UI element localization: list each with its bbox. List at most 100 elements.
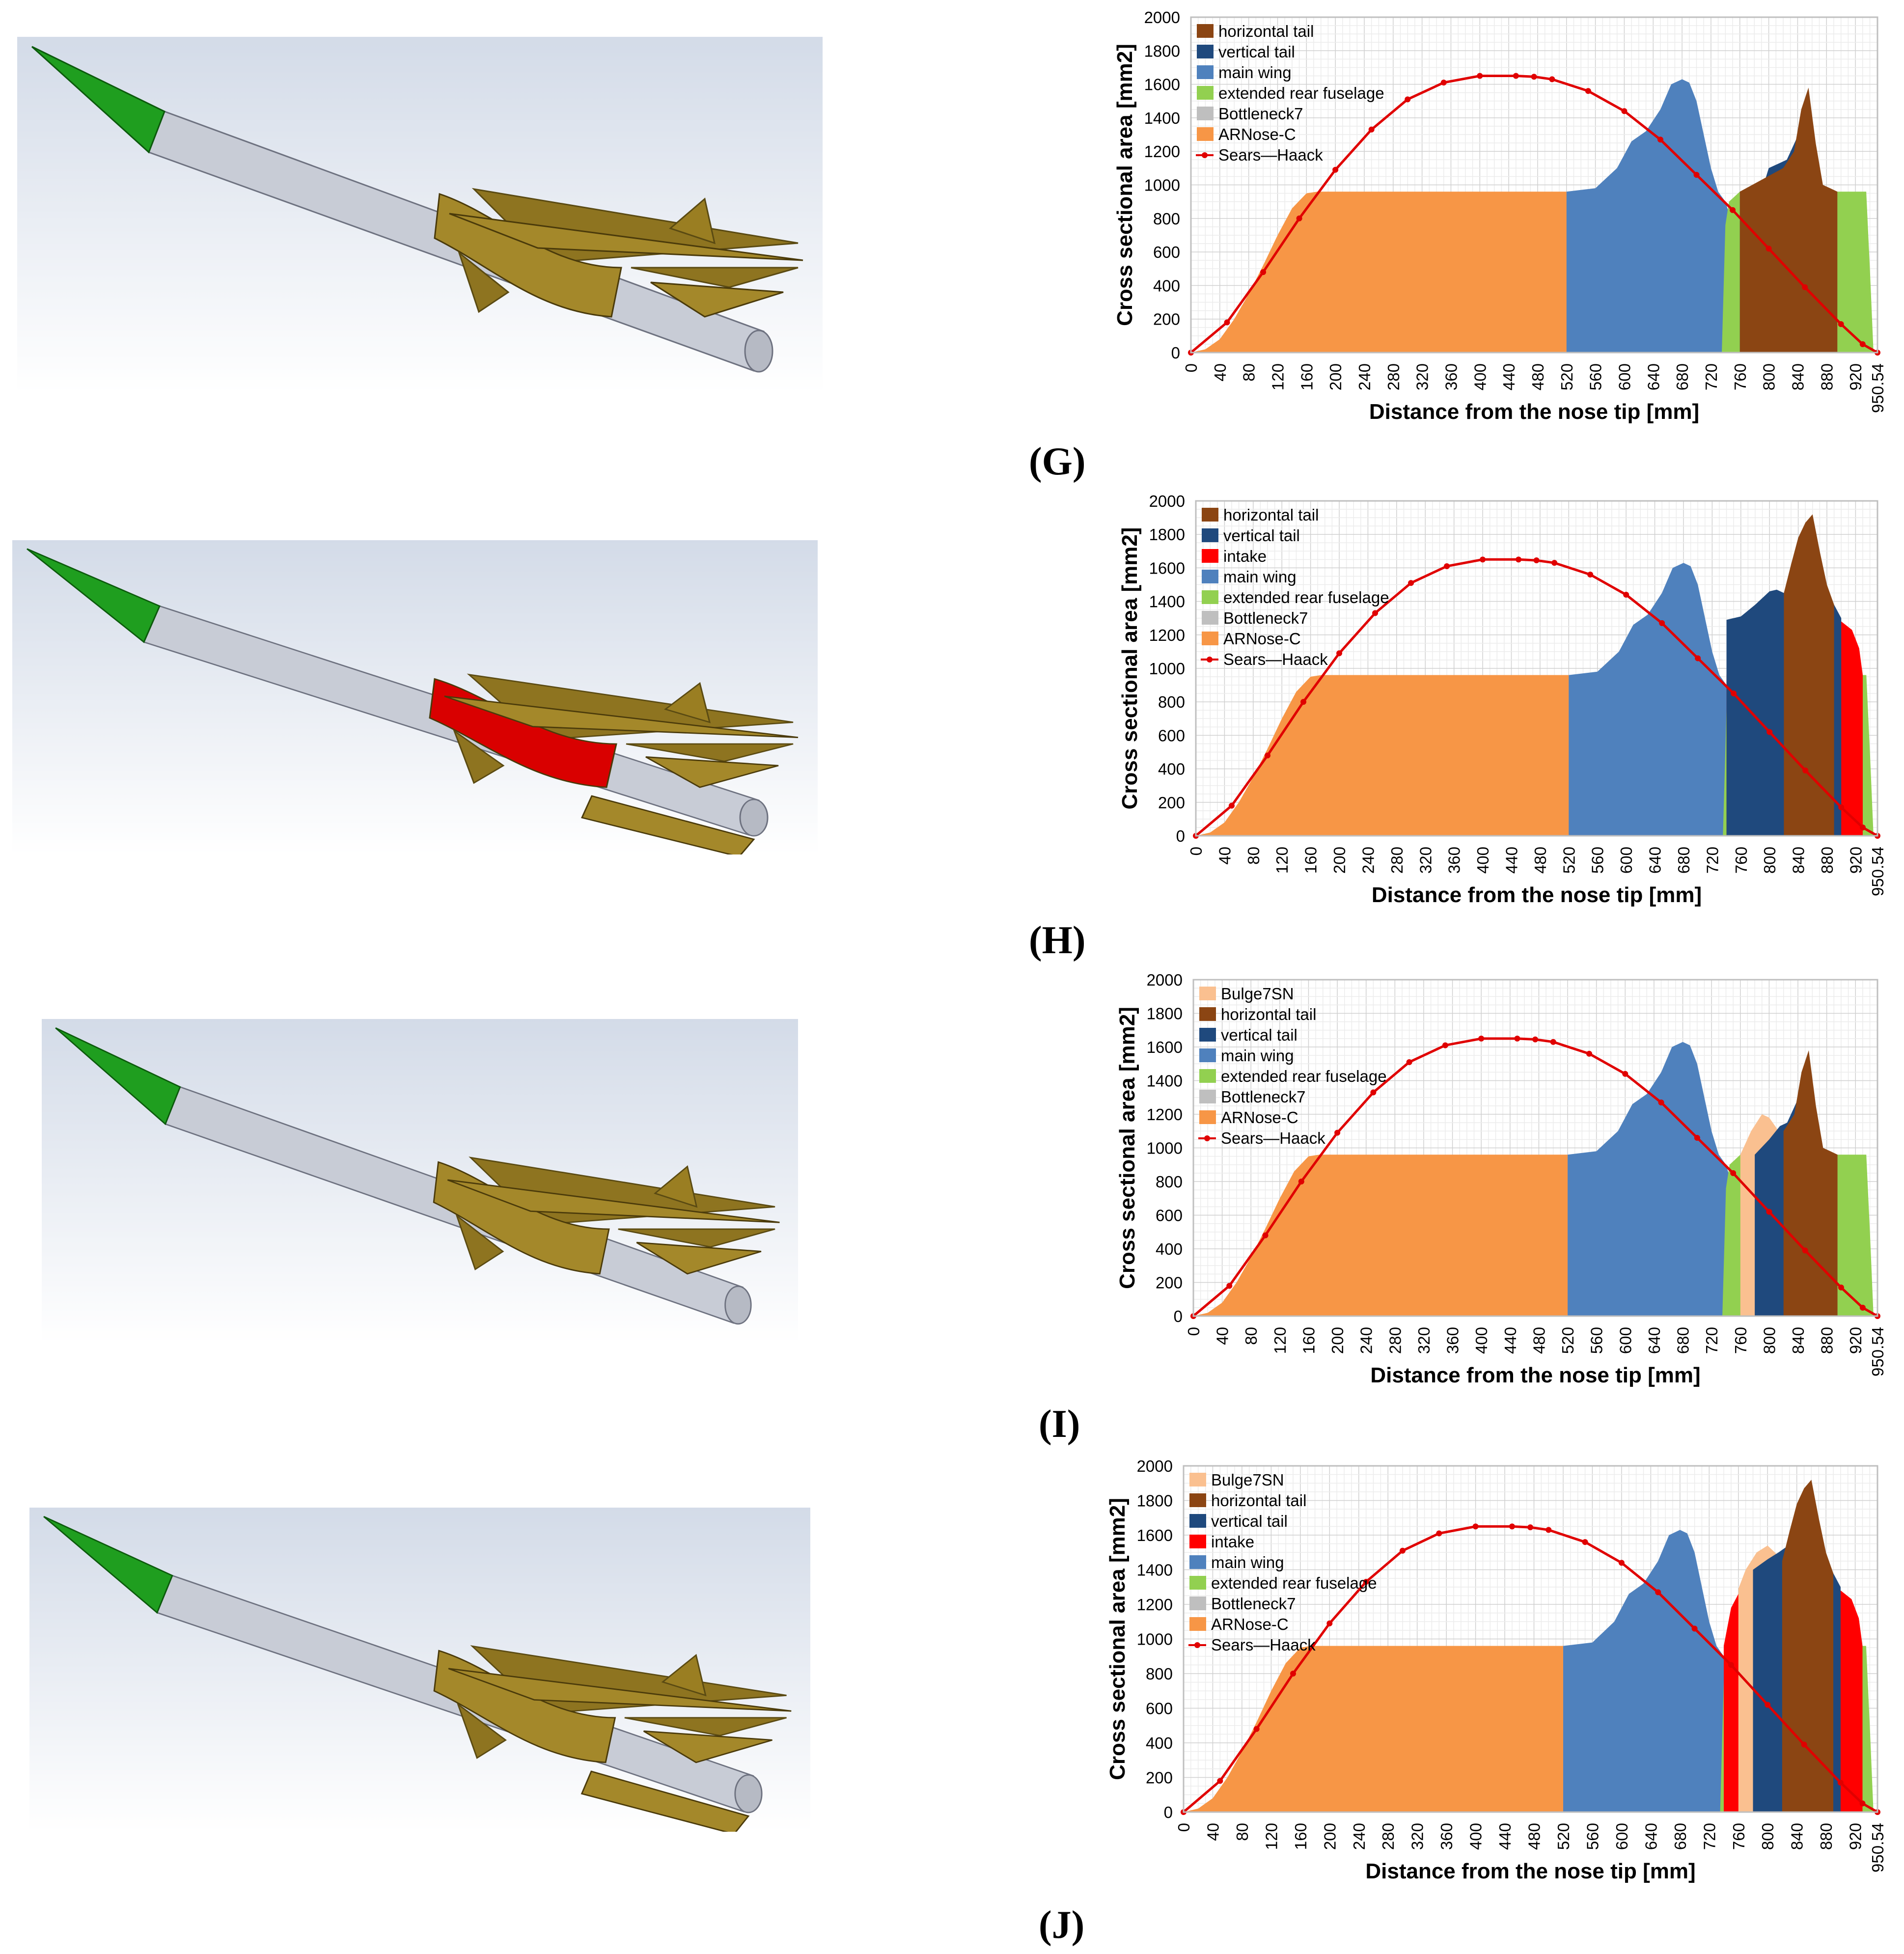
x-tick-label: 120 <box>1273 847 1291 874</box>
legend-label: extended rear fuselage <box>1223 588 1389 606</box>
y-tick-label: 400 <box>1156 1240 1183 1258</box>
y-tick-label: 1800 <box>1149 525 1185 544</box>
x-axis-label: Distance from the nose tip [mm] <box>1370 1363 1700 1387</box>
marker-sears-haack <box>1802 1247 1808 1254</box>
area-arnose-c <box>1184 1646 1571 1812</box>
marker-sears-haack <box>1551 560 1558 566</box>
x-tick-label: 880 <box>1818 363 1836 390</box>
legend-label: Bottleneck7 <box>1221 1088 1305 1106</box>
y-tick-label: 1800 <box>1137 1492 1173 1510</box>
marker-sears-haack <box>1531 74 1537 80</box>
y-tick-label: 1200 <box>1149 626 1185 644</box>
legend-label: ARNose-C <box>1223 630 1301 648</box>
x-tick-label: 560 <box>1588 1327 1606 1354</box>
legend-label: horizontal tail <box>1218 22 1314 40</box>
marker-sears-haack <box>1765 1702 1771 1708</box>
y-tick-label: 0 <box>1171 344 1180 362</box>
legend-swatch-horizontal-tail <box>1199 1007 1216 1021</box>
vertical-tail-fin <box>664 682 711 723</box>
y-tick-label: 200 <box>1153 310 1180 329</box>
x-tick-label: 840 <box>1788 1823 1806 1850</box>
chart-g: 0 200 400 600 800 1000 1200 1400 1600 1800 2000 0 40… <box>1113 8 1887 424</box>
legend-label: Sears—Haack <box>1218 146 1323 164</box>
legend-label: horizontal tail <box>1211 1491 1306 1510</box>
y-tick-label: 1400 <box>1149 593 1185 611</box>
vertical-tail-fin <box>654 1165 698 1208</box>
horizontal-tail-far <box>624 1717 787 1736</box>
area-arnose-c <box>1193 1155 1575 1316</box>
x-tick-label: 520 <box>1554 1823 1573 1850</box>
marker-sears-haack <box>1766 1209 1772 1215</box>
y-tick-label: 600 <box>1158 726 1185 744</box>
chart-j: 0 200 400 600 800 1000 1200 1400 1600 1800 2000 0 40… <box>1105 1457 1887 1883</box>
marker-sears-haack <box>1859 341 1866 347</box>
legend-swatch-bottleneck7 <box>1189 1596 1206 1610</box>
legend-swatch-extended-rear-fuselage <box>1199 1069 1216 1083</box>
y-tick-label: 400 <box>1153 276 1180 295</box>
panel-letter-j: (J) <box>1039 1903 1085 1947</box>
nose-cone <box>26 548 161 643</box>
x-tick-label: 680 <box>1675 847 1693 874</box>
y-tick-label: 1000 <box>1137 1630 1173 1649</box>
marker-sears-haack <box>1766 729 1773 735</box>
area-arnose-c <box>1196 675 1576 836</box>
y-tick-label: 200 <box>1146 1769 1173 1787</box>
x-tick-label: 240 <box>1357 1327 1376 1354</box>
y-tick-label: 600 <box>1153 243 1180 261</box>
legend-swatch-horizontal-tail <box>1197 24 1214 38</box>
marker-sears-haack <box>1621 108 1628 114</box>
marker-sears-haack <box>1265 752 1271 759</box>
vertical-tail-fin <box>661 1653 707 1697</box>
x-tick-label: 480 <box>1530 1327 1548 1354</box>
x-tick-label: 760 <box>1732 847 1750 874</box>
x-tick-label: 920 <box>1847 847 1865 874</box>
line-sears-haack <box>1192 1037 1878 1318</box>
marker-sears-haack <box>1226 1283 1233 1289</box>
marker-sears-haack <box>1549 76 1555 83</box>
legend-swatch-horizontal-tail <box>1189 1493 1206 1507</box>
marker-sears-haack <box>1802 768 1809 774</box>
y-tick-label: 1200 <box>1137 1596 1173 1614</box>
x-tick-label: 440 <box>1496 1823 1514 1850</box>
y-tick-label: 400 <box>1158 760 1185 778</box>
y-tick-label: 1800 <box>1144 42 1180 60</box>
x-tick-label: 360 <box>1442 363 1460 390</box>
marker-sears-haack <box>1623 591 1629 598</box>
legend-marker-sears-haack <box>1202 152 1208 158</box>
marker-sears-haack <box>1229 802 1235 809</box>
ventral-fin <box>455 1213 504 1270</box>
area-horizontal-tail <box>1739 87 1838 353</box>
marker-sears-haack <box>1513 73 1519 79</box>
x-tick-label: 560 <box>1583 1823 1601 1850</box>
marker-sears-haack <box>1477 73 1483 79</box>
missile <box>26 548 799 854</box>
marker-sears-haack <box>1514 1035 1520 1042</box>
legend-label: main wing <box>1218 63 1292 82</box>
x-tick-label: 320 <box>1413 363 1432 390</box>
legend-swatch-extended-rear-fuselage <box>1202 590 1218 604</box>
legend-label: vertical tail <box>1211 1512 1288 1530</box>
legend-swatch-vertical-tail <box>1189 1514 1206 1528</box>
area-horizontal-tail <box>1783 1050 1838 1316</box>
plot-border <box>1183 1465 1878 1813</box>
x-tick-label: 480 <box>1531 847 1549 874</box>
legend-swatch-main-wing <box>1199 1048 1216 1062</box>
y-tick-label: 0 <box>1176 827 1185 845</box>
x-tick-label: 720 <box>1703 1327 1721 1354</box>
legend-swatch-intake <box>1189 1535 1206 1548</box>
legend-swatch-arnose-c <box>1202 632 1218 645</box>
marker-sears-haack <box>1860 824 1866 830</box>
marker-sears-haack <box>1659 620 1665 626</box>
x-tick-label: 360 <box>1444 1327 1462 1354</box>
legend-label: main wing <box>1223 568 1297 586</box>
area-horizontal-tail <box>1784 514 1834 836</box>
area-main-wing <box>1568 1042 1734 1316</box>
x-tick-label: 600 <box>1617 847 1635 874</box>
x-tick-label: 950.54 <box>1869 1327 1887 1376</box>
legend-marker-sears-haack <box>1194 1642 1200 1648</box>
marker-sears-haack <box>1370 1089 1377 1096</box>
marker-sears-haack <box>1253 1726 1260 1732</box>
x-tick-label: 880 <box>1817 1823 1835 1850</box>
x-tick-label: 80 <box>1233 1823 1251 1841</box>
marker-sears-haack <box>1655 1589 1661 1596</box>
